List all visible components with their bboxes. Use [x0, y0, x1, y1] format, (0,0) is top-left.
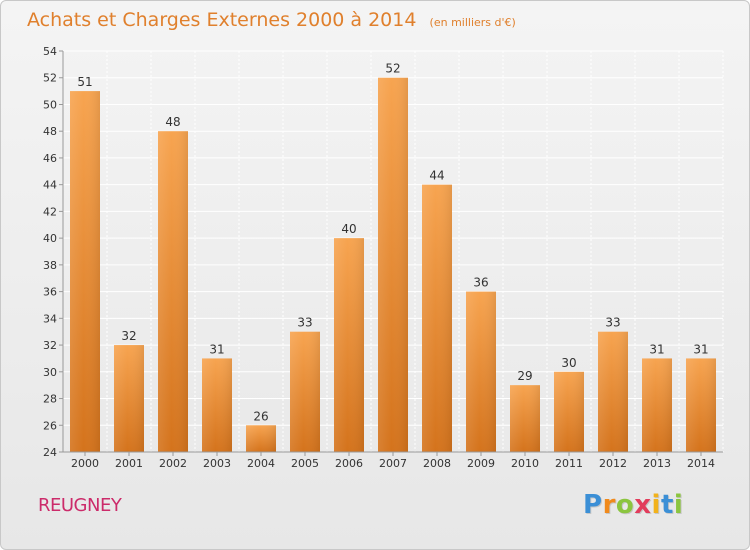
x-tick-label-2001: 2001 — [115, 457, 143, 470]
chart-title: Achats et Charges Externes 2000 à 2014 — [27, 9, 417, 31]
y-tick-label: 42 — [43, 205, 57, 218]
y-tick-label: 32 — [43, 339, 57, 352]
bar-shine — [554, 371, 584, 452]
value-label-2006: 40 — [341, 222, 356, 236]
y-tick-label: 34 — [43, 312, 57, 325]
value-label-2007: 52 — [385, 62, 400, 76]
y-tick-label: 24 — [43, 446, 57, 459]
bar-shine — [158, 131, 188, 452]
x-tick-label-2009: 2009 — [467, 457, 495, 470]
x-tick-label-2014: 2014 — [687, 457, 715, 470]
bar-shine — [246, 425, 276, 452]
y-tick-label: 44 — [43, 179, 57, 192]
value-label-2011: 30 — [561, 356, 576, 370]
logo-letter: x — [634, 490, 652, 520]
value-label-2004: 26 — [253, 409, 268, 423]
y-tick-label: 48 — [43, 125, 57, 138]
value-label-2012: 33 — [605, 316, 620, 330]
chart-subtitle: (en milliers d'€) — [429, 16, 516, 29]
commune-name: REUGNEY — [38, 495, 122, 516]
bar-shine — [70, 91, 100, 452]
y-tick-label: 36 — [43, 286, 57, 299]
x-tick-label-2003: 2003 — [203, 457, 231, 470]
bar-shine — [114, 345, 144, 452]
value-label-2002: 48 — [165, 115, 180, 129]
x-tick-label-2012: 2012 — [599, 457, 627, 470]
bar-shine — [290, 331, 320, 452]
y-tick-label: 30 — [43, 366, 57, 379]
bar-shine — [422, 184, 452, 452]
logo-letter: P — [583, 490, 603, 520]
logo-letter: i — [673, 490, 684, 520]
x-tick-label-2010: 2010 — [511, 457, 539, 470]
x-tick-label-2002: 2002 — [159, 457, 187, 470]
value-label-2000: 51 — [77, 75, 92, 89]
value-label-2013: 31 — [649, 342, 664, 356]
y-tick-label: 52 — [43, 72, 57, 85]
y-tick-label: 46 — [43, 152, 57, 165]
x-tick-label-2000: 2000 — [71, 457, 99, 470]
bar-shine — [642, 358, 672, 452]
x-tick-label-2011: 2011 — [555, 457, 583, 470]
bar-shine — [334, 238, 364, 452]
bar-shine — [378, 77, 408, 452]
bar-shine — [598, 331, 628, 452]
value-label-2010: 29 — [517, 369, 532, 383]
value-label-2001: 32 — [121, 329, 136, 343]
value-label-2005: 33 — [297, 316, 312, 330]
x-tick-label-2006: 2006 — [335, 457, 363, 470]
bar-shine — [510, 385, 540, 452]
value-label-2008: 44 — [429, 169, 444, 183]
x-tick-label-2013: 2013 — [643, 457, 671, 470]
bar-shine — [686, 358, 716, 452]
value-label-2014: 31 — [693, 342, 708, 356]
y-tick-label: 50 — [43, 98, 57, 111]
bar-shine — [202, 358, 232, 452]
chart-title-block: Achats et Charges Externes 2000 à 2014 (… — [27, 9, 516, 31]
bar-shine — [466, 291, 496, 452]
x-tick-label-2004: 2004 — [247, 457, 275, 470]
y-tick-label: 28 — [43, 393, 57, 406]
axes — [59, 50, 723, 456]
x-tick-label-2008: 2008 — [423, 457, 451, 470]
logo-letter: i — [651, 490, 661, 520]
labels: 24 26 28 30 32 34 36 38 40 42 44 46 48 50 52 54 51 2000 32… — [43, 45, 715, 470]
logo-letter: r — [602, 490, 616, 520]
y-tick-label: 54 — [43, 45, 57, 58]
logo-letter: t — [660, 490, 674, 520]
y-tick-label: 38 — [43, 259, 57, 272]
value-label-2003: 31 — [209, 342, 224, 356]
value-label-2009: 36 — [473, 276, 488, 290]
bars — [70, 77, 716, 452]
y-tick-label: 26 — [43, 419, 57, 432]
logo-letter: o — [615, 490, 635, 520]
proxiti-logo: Proxiti — [583, 490, 683, 520]
x-tick-label-2005: 2005 — [291, 457, 319, 470]
x-tick-label-2007: 2007 — [379, 457, 407, 470]
y-tick-label: 40 — [43, 232, 57, 245]
